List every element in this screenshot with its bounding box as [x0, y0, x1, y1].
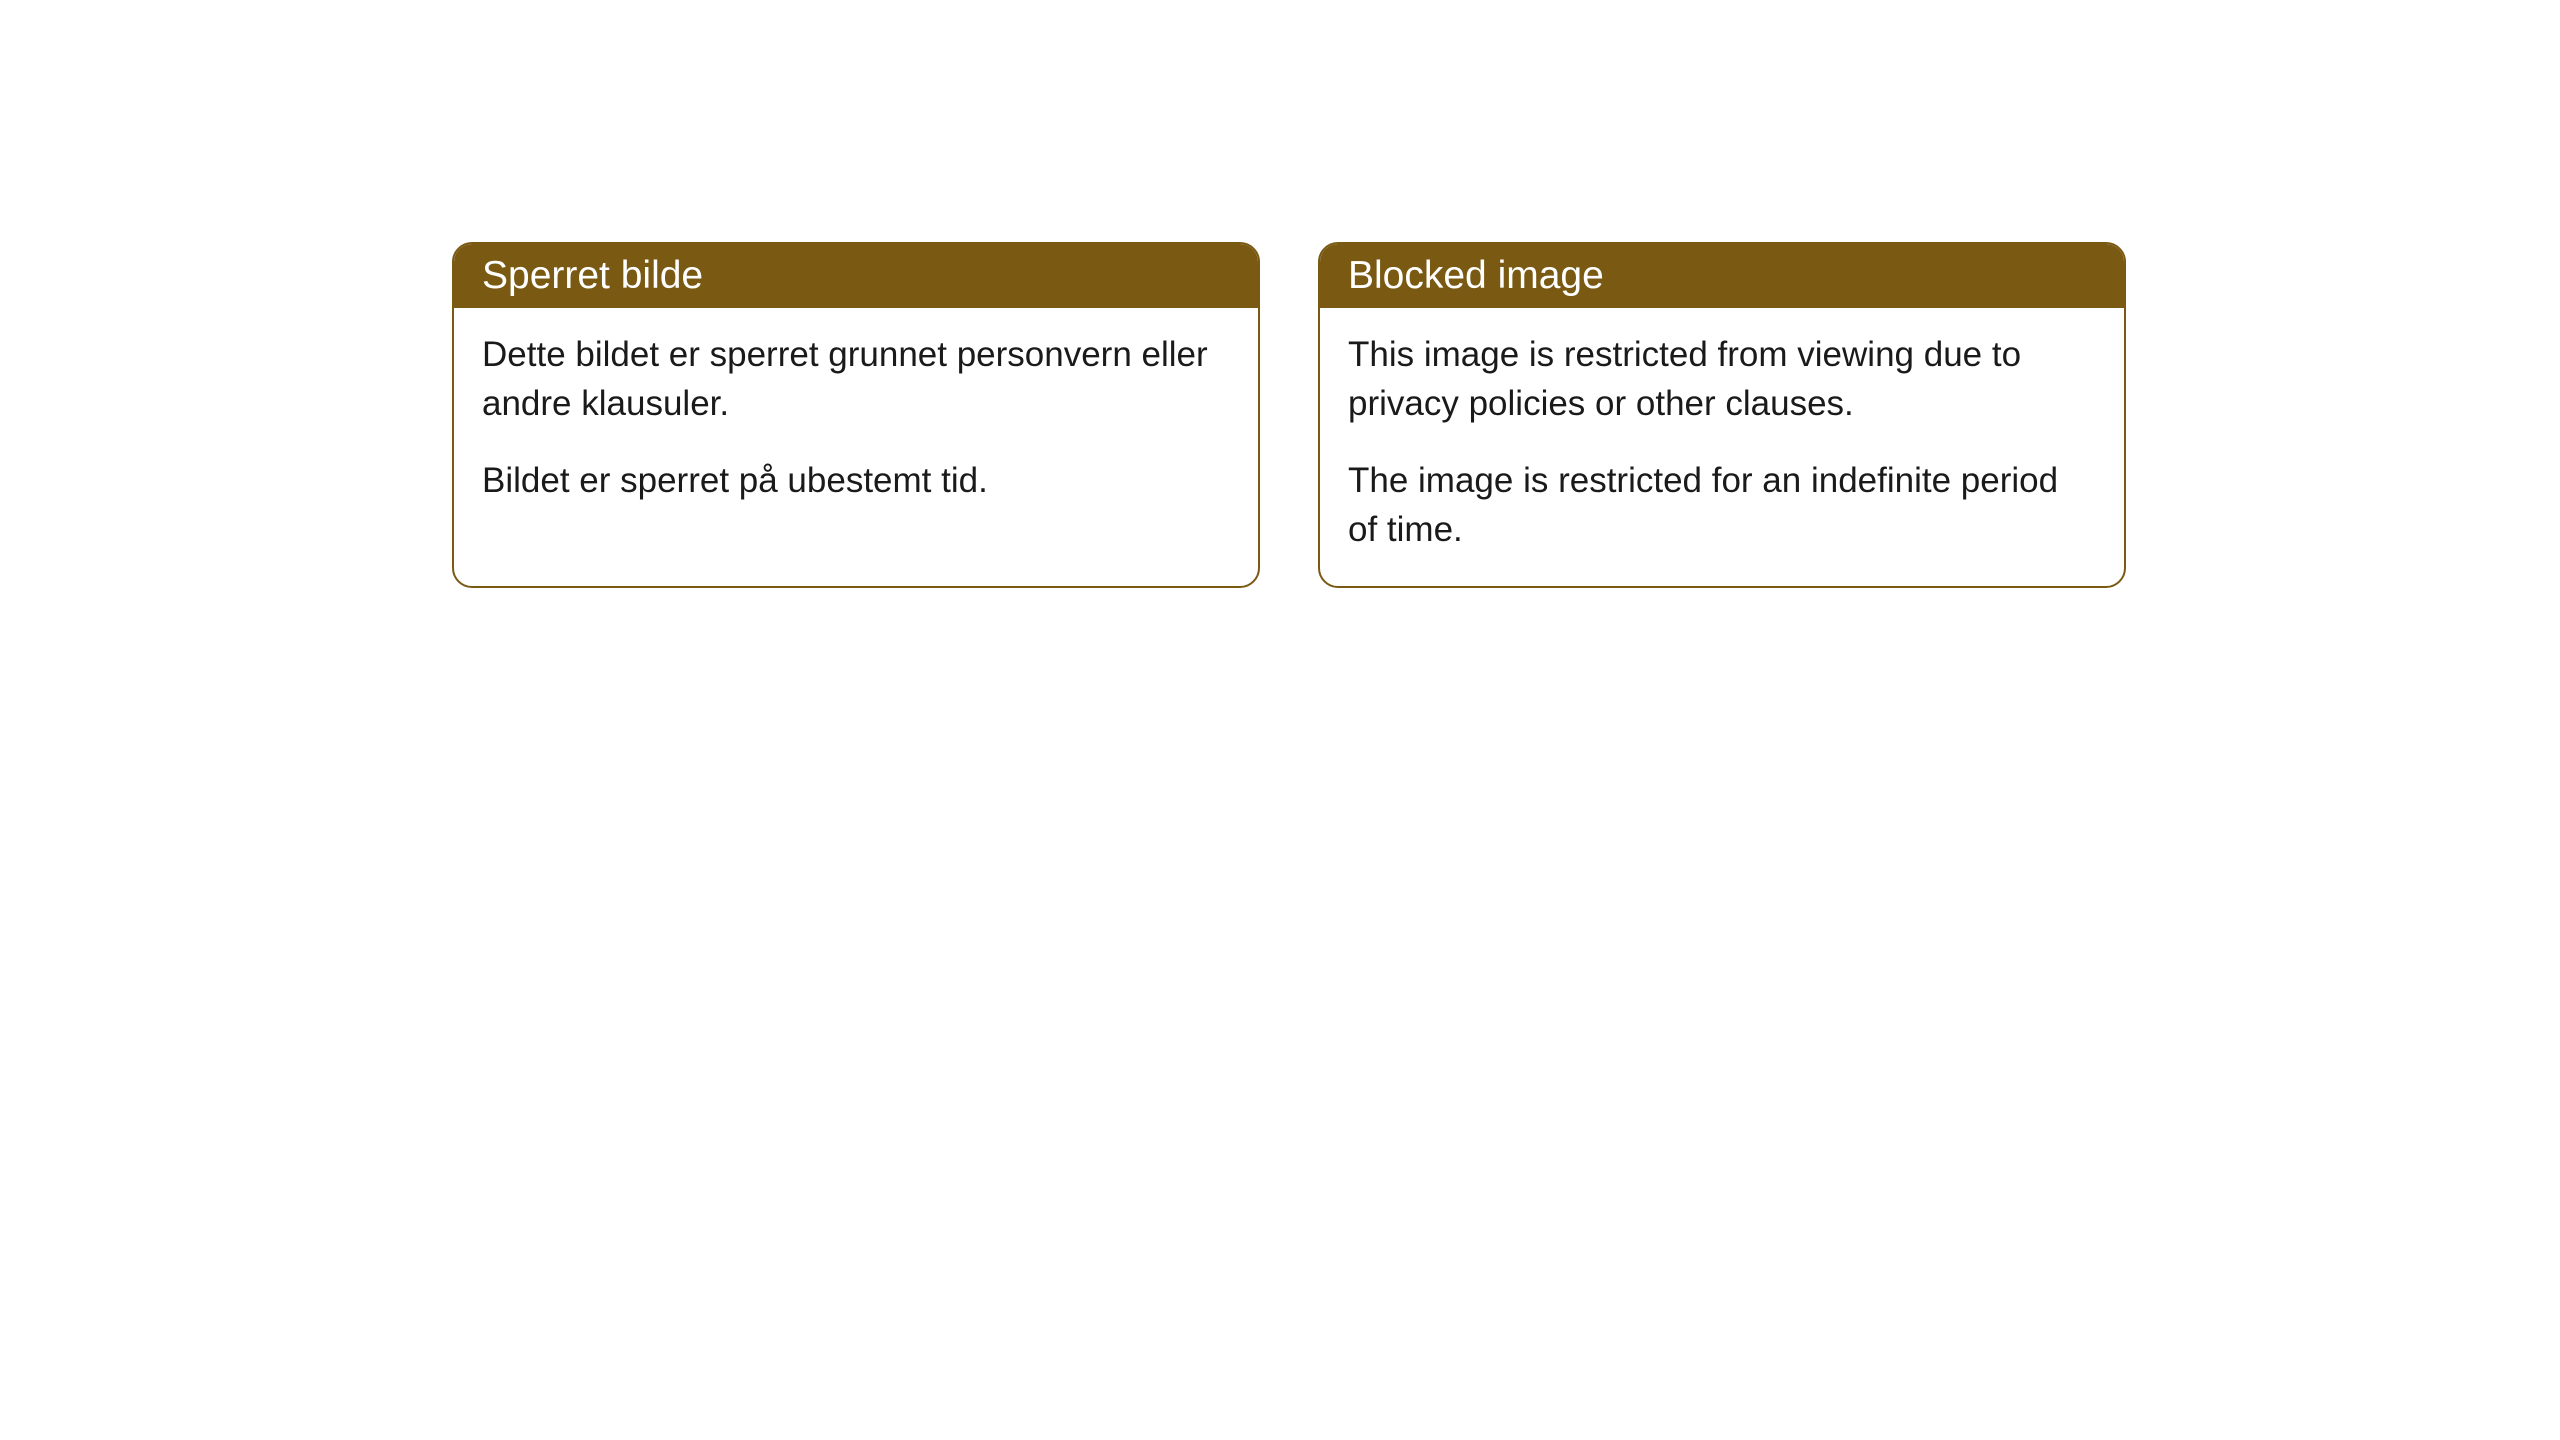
- card-header: Sperret bilde: [454, 244, 1258, 308]
- card-paragraph-1: This image is restricted from viewing du…: [1348, 330, 2096, 428]
- blocked-image-card-norwegian: Sperret bilde Dette bildet er sperret gr…: [452, 242, 1260, 588]
- card-body: This image is restricted from viewing du…: [1320, 308, 2124, 586]
- card-paragraph-2: The image is restricted for an indefinit…: [1348, 456, 2096, 554]
- card-paragraph-1: Dette bildet er sperret grunnet personve…: [482, 330, 1230, 428]
- card-title: Blocked image: [1348, 254, 1604, 297]
- card-header: Blocked image: [1320, 244, 2124, 308]
- card-paragraph-2: Bildet er sperret på ubestemt tid.: [482, 456, 1230, 505]
- card-body: Dette bildet er sperret grunnet personve…: [454, 308, 1258, 537]
- blocked-image-card-english: Blocked image This image is restricted f…: [1318, 242, 2126, 588]
- notice-container: Sperret bilde Dette bildet er sperret gr…: [452, 242, 2126, 588]
- card-title: Sperret bilde: [482, 254, 703, 297]
